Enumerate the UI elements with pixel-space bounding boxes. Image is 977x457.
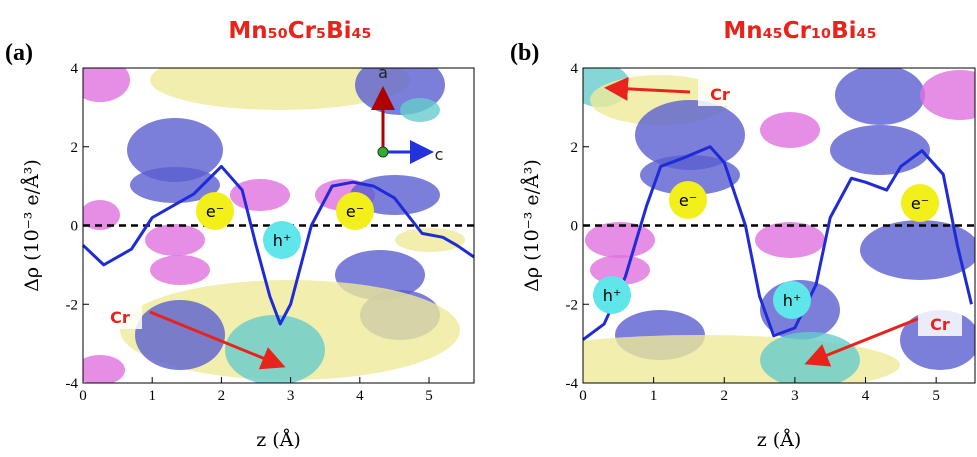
plot-area xyxy=(70,50,465,385)
charge-density-blob xyxy=(920,70,977,120)
charge-density-blob xyxy=(830,125,930,175)
x-tick-label: 5 xyxy=(932,388,940,404)
annotation: Cr xyxy=(710,85,730,104)
x-tick-label: 1 xyxy=(650,388,658,404)
y-tick-label: 2 xyxy=(71,140,79,156)
charge-density-blob xyxy=(760,332,860,388)
charge-density-blob xyxy=(135,300,225,370)
y-tick-label: 2 xyxy=(571,140,579,156)
y-tick-label: 4 xyxy=(571,61,579,77)
charge-density-blob xyxy=(150,255,210,285)
annotation: a xyxy=(378,63,388,82)
y-tick-label: 0 xyxy=(71,219,79,235)
charge-density-blob xyxy=(230,179,290,211)
origin-dot xyxy=(378,147,388,157)
x-tick-label: 4 xyxy=(862,388,870,404)
charge-density-blob xyxy=(585,222,655,258)
annotation: h⁺ xyxy=(783,291,802,310)
annotation: Cr xyxy=(930,315,950,334)
x-tick-label: 3 xyxy=(287,388,295,404)
annotation: e⁻ xyxy=(679,191,697,210)
x-axis-label: z (Å) xyxy=(757,429,802,451)
panel-label: (a) xyxy=(5,40,33,66)
y-tick-label: 4 xyxy=(71,61,79,77)
annotation: Cr xyxy=(110,308,130,327)
annotation: e⁻ xyxy=(911,194,929,213)
x-tick-label: 2 xyxy=(218,388,226,404)
y-tick-label: -2 xyxy=(66,297,79,313)
charge-density-blob xyxy=(70,58,130,102)
annotation: h⁺ xyxy=(603,286,622,305)
charge-density-blob xyxy=(145,224,205,256)
x-tick-label: 5 xyxy=(425,388,433,404)
charge-density-blob xyxy=(835,65,925,125)
y-axis-label: Δρ (10⁻³ e/Å³) xyxy=(21,159,43,292)
charge-density-blob xyxy=(400,98,440,122)
panel-title: Mn₅₀Cr₅Bi₄₅ xyxy=(228,18,371,44)
charge-density-blob xyxy=(760,112,820,148)
y-axis-label: Δρ (10⁻³ e/Å³) xyxy=(521,159,543,292)
y-tick-label: 0 xyxy=(571,219,579,235)
annotation: e⁻ xyxy=(346,202,364,221)
x-tick-label: 0 xyxy=(579,388,587,404)
y-tick-label: -4 xyxy=(566,376,579,392)
annotation: e⁻ xyxy=(206,202,224,221)
charge-density-blob xyxy=(755,222,825,258)
y-tick-label: -2 xyxy=(566,297,579,313)
y-tick-label: -4 xyxy=(66,376,79,392)
charge-density-blob xyxy=(395,228,465,252)
x-axis-label: z (Å) xyxy=(256,429,301,451)
x-tick-label: 0 xyxy=(79,388,87,404)
x-tick-label: 1 xyxy=(148,388,156,404)
annotation: h⁺ xyxy=(273,231,292,250)
panel-title: Mn₄₅Cr₁₀Bi₄₅ xyxy=(723,18,876,44)
figure: -4 -2 0 2 4 0 1 2 3 4 5 Mn₅₀Cr₅Bi₄₅ (a) z (Å) Δρ (10⁻³… xyxy=(0,0,977,457)
x-tick-label: 2 xyxy=(721,388,729,404)
panel-label: (b) xyxy=(510,40,539,66)
x-tick-label: 4 xyxy=(356,388,364,404)
x-tick-label: 3 xyxy=(791,388,799,404)
annotation: c xyxy=(435,145,444,164)
